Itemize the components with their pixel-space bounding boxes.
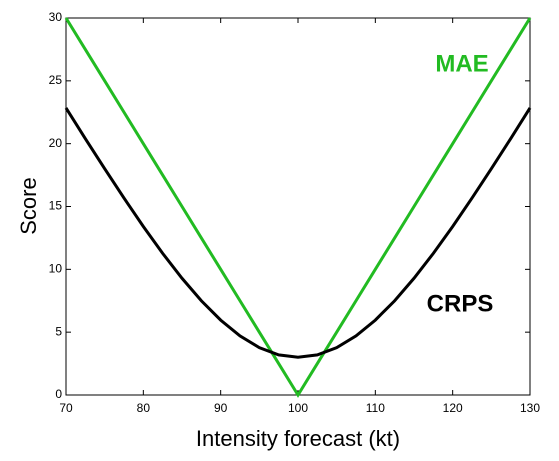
x-tick-label: 90 xyxy=(214,401,228,415)
x-axis-label: Intensity forecast (kt) xyxy=(196,426,400,451)
series-line xyxy=(64,17,532,398)
x-tick-label: 120 xyxy=(443,401,463,415)
series-label: CRPS xyxy=(427,290,494,317)
y-tick-label: 0 xyxy=(55,387,62,401)
series-line xyxy=(64,107,532,359)
series-label: MAE xyxy=(435,50,488,77)
y-tick-label: 15 xyxy=(49,199,63,213)
y-tick-label: 30 xyxy=(49,10,63,24)
x-tick-label: 80 xyxy=(137,401,151,415)
y-tick-label: 5 xyxy=(55,324,62,338)
y-axis-label: Score xyxy=(16,177,41,234)
y-tick-label: 25 xyxy=(49,73,63,87)
y-tick-label: 10 xyxy=(49,262,63,276)
x-tick-label: 70 xyxy=(59,401,73,415)
x-tick-label: 130 xyxy=(520,401,540,415)
y-tick-label: 20 xyxy=(49,136,63,150)
x-tick-label: 110 xyxy=(366,401,385,415)
x-tick-label: 100 xyxy=(288,401,308,415)
